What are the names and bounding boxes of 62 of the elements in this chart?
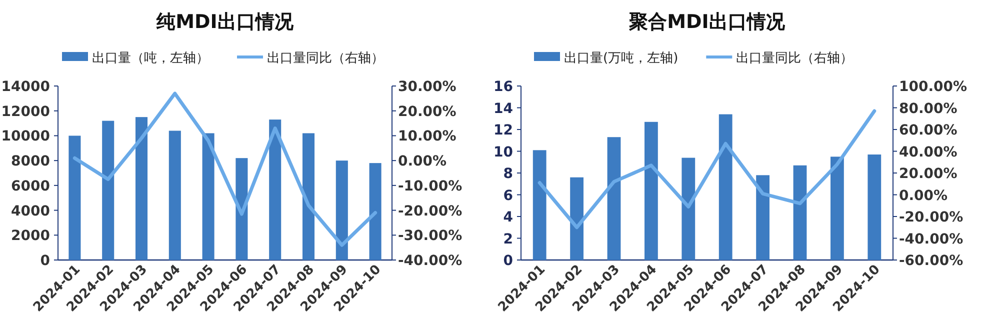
y-tick-label: 2 xyxy=(503,231,513,248)
y2-tick-label: 60.00% xyxy=(899,122,958,138)
bar xyxy=(718,114,732,260)
bar xyxy=(135,117,148,260)
y-tick-label: 4000 xyxy=(11,203,50,220)
y2-tick-label: 0.00% xyxy=(899,188,948,204)
bar xyxy=(532,150,546,260)
y-tick-label: 2000 xyxy=(11,228,50,244)
bar xyxy=(168,130,181,260)
y2-tick-label: 100.00% xyxy=(899,79,968,95)
bar xyxy=(570,177,584,260)
y2-tick-label: 10.00% xyxy=(398,128,456,145)
y2-tick-label: 20.00% xyxy=(899,166,958,182)
y-tick-label: 6 xyxy=(503,188,513,204)
y2-tick-label: -60.00% xyxy=(899,253,964,269)
bar xyxy=(68,136,81,260)
y-tick-label: 14 xyxy=(494,100,514,117)
bar xyxy=(682,158,696,260)
legend-label: 出口量(万吨，左轴) xyxy=(564,51,678,66)
bar xyxy=(302,133,315,260)
y2-tick-label: -30.00% xyxy=(398,228,462,244)
y2-tick-label: 0.00% xyxy=(398,154,447,170)
bar xyxy=(644,122,658,260)
y2-tick-label: 80.00% xyxy=(899,100,958,117)
bar xyxy=(868,154,882,260)
legend-label: 出口量同比（右轴） xyxy=(736,51,854,66)
y2-tick-label: -40.00% xyxy=(899,231,964,248)
bar xyxy=(756,175,770,260)
y-tick-label: 10 xyxy=(494,144,514,160)
y2-tick-label: -10.00% xyxy=(398,178,462,194)
bar xyxy=(607,137,621,260)
y-tick-label: 8 xyxy=(503,166,513,182)
bar xyxy=(236,158,248,260)
y-tick-label: 0 xyxy=(40,253,50,269)
y-tick-label: 14000 xyxy=(1,79,50,95)
chart-title: 纯MDI出口情况 xyxy=(156,11,294,33)
y2-tick-label: -20.00% xyxy=(899,210,964,226)
bar xyxy=(793,165,807,260)
y-tick-label: 12000 xyxy=(1,104,50,120)
line-series xyxy=(72,92,378,247)
y-tick-label: 4 xyxy=(503,210,514,226)
bar xyxy=(369,163,382,260)
y2-tick-label: -20.00% xyxy=(398,203,462,220)
y2-tick-label: 20.00% xyxy=(398,104,456,120)
bar xyxy=(202,133,214,260)
y-tick-label: 6000 xyxy=(11,178,50,194)
bar xyxy=(269,120,282,260)
y-tick-label: 8000 xyxy=(11,154,50,170)
y2-tick-label: 40.00% xyxy=(899,144,958,160)
y-tick-label: 16 xyxy=(494,79,513,95)
legend-label: 出口量同比（右轴） xyxy=(267,51,384,66)
y-tick-label: 0 xyxy=(503,253,514,269)
y-tick-label: 12 xyxy=(494,122,513,138)
y2-tick-label: 30.00% xyxy=(398,79,456,95)
line-series xyxy=(538,109,876,230)
bar xyxy=(830,156,844,260)
legend-label: 出口量（吨，左轴） xyxy=(92,51,209,66)
y2-tick-label: -40.00% xyxy=(398,253,462,269)
bar xyxy=(336,160,348,260)
chart-title: 聚合MDI出口情况 xyxy=(628,11,786,33)
y-tick-label: 10000 xyxy=(1,128,50,145)
bar xyxy=(102,120,114,260)
